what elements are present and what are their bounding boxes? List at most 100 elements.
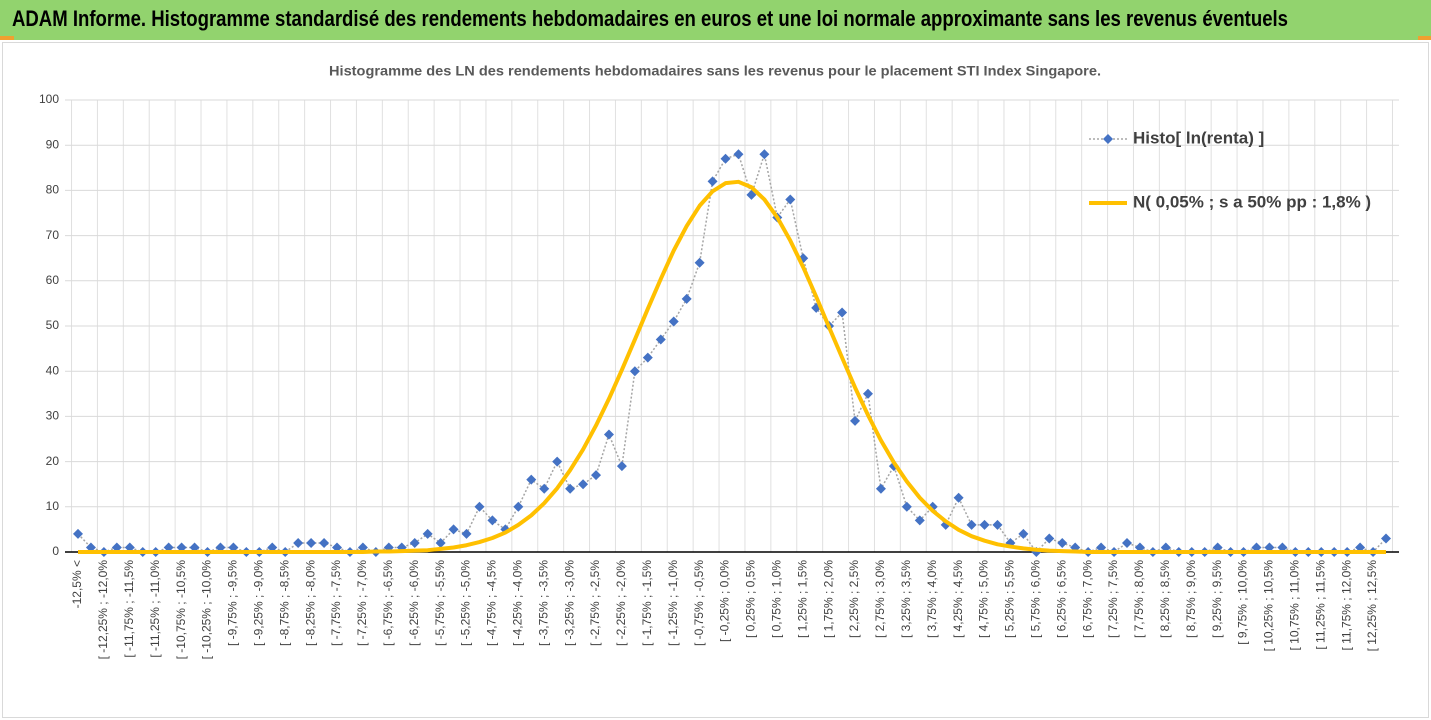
marker <box>319 537 330 548</box>
x-tick-label: [ 10,75% ; 11,0% <box>1288 560 1302 651</box>
marker <box>875 483 886 494</box>
x-tick-label: [ 5,75% ; 6,0% <box>1029 560 1043 638</box>
x-tick-label: [ -1,25% ; -1,0% <box>666 560 680 646</box>
marker <box>539 483 550 494</box>
x-tick-label: [ 12,25% ; 12,5% <box>1365 560 1379 652</box>
x-tick-label: [ -7,25% ; -7,0% <box>355 560 369 646</box>
x-tick-label: [ -3,75% ; -3,5% <box>536 560 550 646</box>
marker <box>461 528 472 539</box>
marker <box>73 528 83 539</box>
marker <box>474 501 485 512</box>
x-tick-label: [ 0,25% ; 0,5% <box>744 560 758 638</box>
chart-frame <box>2 42 1429 718</box>
y-tick-label: 80 <box>46 183 60 197</box>
marker <box>578 479 589 490</box>
x-tick-label: [ 11,25% ; 11,5% <box>1313 560 1327 650</box>
y-tick-label: 60 <box>46 273 60 287</box>
x-tick-label: [ 6,25% ; 6,5% <box>1054 560 1068 638</box>
marker <box>1057 537 1068 548</box>
x-tick-label: [ 7,25% ; 7,5% <box>1106 560 1120 638</box>
x-tick-label: [ -11,75% ; -11,5% <box>122 560 136 658</box>
marker <box>228 542 239 553</box>
x-tick-label: [ -10,75% ; -10,5% <box>174 560 188 660</box>
marker <box>837 307 848 318</box>
x-tick-label: [ -5,25% ; -5,0% <box>459 560 473 646</box>
x-tick-label: [ 8,75% ; 9,0% <box>1184 560 1198 638</box>
x-tick-label: [ 9,25% ; 9,5% <box>1210 560 1224 638</box>
marker <box>163 542 174 553</box>
marker <box>733 149 744 160</box>
y-tick-label: 100 <box>39 92 59 106</box>
marker <box>487 515 498 526</box>
x-tick-label: [ -4,25% ; -4,0% <box>510 560 524 646</box>
marker <box>785 194 796 205</box>
marker <box>759 149 770 160</box>
marker <box>901 501 912 512</box>
chart-title: Histogramme des LN des rendements hebdom… <box>329 63 1101 79</box>
x-tick-label: [ 2,75% ; 3,0% <box>873 560 887 638</box>
x-tick-label: [ -3,25% ; -3,0% <box>562 560 576 646</box>
x-tick-label: [ 4,75% ; 5,0% <box>977 560 991 638</box>
marker <box>1018 528 1029 539</box>
y-tick-label: 20 <box>46 454 60 468</box>
x-tick-label: [ 6,75% ; 7,0% <box>1080 560 1094 638</box>
x-tick-label: [ 4,25% ; 4,5% <box>951 560 965 638</box>
y-tick-label: 30 <box>46 409 60 423</box>
marker <box>681 293 692 304</box>
marker <box>565 483 576 494</box>
marker <box>979 519 990 530</box>
marker <box>1381 533 1391 544</box>
y-tick-label: 50 <box>46 318 60 332</box>
marker <box>707 176 718 187</box>
series-line <box>78 179 1386 554</box>
x-tick-label: [ -4,75% ; -4,5% <box>485 560 499 646</box>
x-tick-label: [ 10,25% ; 10,5% <box>1262 560 1276 652</box>
marker <box>668 316 679 327</box>
marker <box>1355 542 1366 553</box>
x-tick-label: [ -0,75% ; -0,5% <box>692 560 706 646</box>
x-tick-label: -12,5% < <box>70 560 84 608</box>
marker <box>422 528 433 539</box>
x-tick-label: [ 8,25% ; 8,5% <box>1158 560 1172 638</box>
x-tick-label: [ -6,25% ; -6,0% <box>407 560 421 646</box>
x-tick-label: [ 9,75% ; 10,0% <box>1236 560 1250 645</box>
x-tick-label: [ 3,75% ; 4,0% <box>925 560 939 638</box>
marker <box>1160 542 1171 553</box>
marker <box>1121 537 1132 548</box>
marker <box>435 537 446 548</box>
marker <box>267 542 278 553</box>
x-tick-label: [ 11,75% ; 12,0% <box>1339 560 1353 651</box>
x-tick-label: [ -9,25% ; -9,0% <box>251 560 265 646</box>
marker <box>694 257 705 268</box>
marker <box>513 501 524 512</box>
header-bar <box>0 0 1431 40</box>
marker <box>526 474 537 485</box>
marker <box>124 542 135 553</box>
marker <box>992 519 1003 530</box>
x-tick-label: [ 1,25% ; 1,5% <box>795 560 809 638</box>
marker <box>1096 542 1107 553</box>
x-tick-label: [ 5,25% ; 5,5% <box>1003 560 1017 638</box>
marker <box>293 537 304 548</box>
marker <box>966 519 977 530</box>
marker <box>850 415 861 426</box>
marker <box>1277 542 1288 553</box>
marker <box>603 429 614 440</box>
x-tick-label: [ -11,25% ; -11,0% <box>148 560 162 658</box>
x-tick-label: [ -12,25% ; -12,0% <box>96 560 110 660</box>
legend-label: Histo[ ln(renta) ] <box>1133 128 1264 147</box>
x-tick-label: [ 0,75% ; 1,0% <box>769 560 783 638</box>
x-tick-label: [ 1,75% ; 2,0% <box>821 560 835 638</box>
marker <box>1264 542 1275 553</box>
y-tick-label: 10 <box>46 499 60 513</box>
header-accent <box>0 36 14 40</box>
x-tick-label: [ 2,25% ; 2,5% <box>847 560 861 638</box>
x-tick-label: [ -0,25% ; 0,0% <box>718 560 732 642</box>
legend-label: N( 0,05% ; s a 50% pp : 1,8% ) <box>1133 192 1371 211</box>
marker <box>642 352 653 363</box>
x-tick-label: [ -5,75% ; -5,5% <box>433 560 447 646</box>
x-tick-label: [ -1,75% ; -1,5% <box>640 560 654 646</box>
marker <box>914 515 925 526</box>
y-tick-label: 0 <box>52 544 59 558</box>
